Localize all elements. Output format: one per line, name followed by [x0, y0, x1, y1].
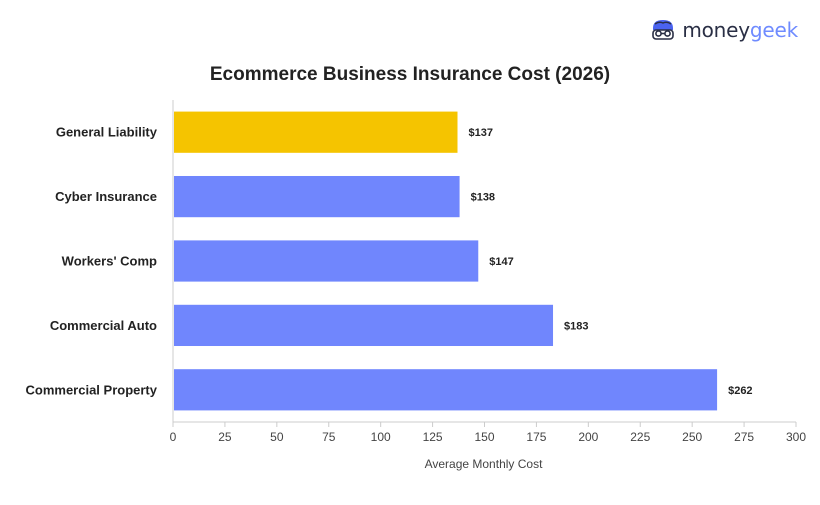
x-axis-title: Average Monthly Cost	[425, 457, 544, 471]
x-tick-label: 50	[270, 430, 284, 444]
category-label: General Liability	[56, 125, 158, 140]
chart-title: Ecommerce Business Insurance Cost (2026)	[210, 64, 610, 85]
brand-logo: moneygeek	[650, 18, 798, 42]
brand-name-part2: geek	[749, 18, 798, 42]
bar	[174, 304, 554, 347]
x-tick-label: 100	[371, 430, 391, 444]
bar	[174, 111, 458, 153]
category-label: Workers' Comp	[62, 254, 157, 269]
x-tick-label: 125	[423, 430, 443, 444]
x-tick-label: 150	[474, 430, 494, 444]
bar	[174, 175, 460, 218]
category-label: Commercial Property	[26, 382, 158, 397]
data-label: $147	[489, 256, 513, 268]
data-label: $183	[564, 320, 588, 332]
x-tick-label: 25	[218, 430, 232, 444]
bar	[174, 240, 479, 282]
data-label: $137	[469, 127, 493, 139]
x-tick-label: 175	[526, 430, 546, 444]
x-tick-label: 225	[630, 430, 650, 444]
brand-name-part1: money	[682, 18, 750, 42]
data-label: $138	[471, 192, 495, 204]
x-tick-label: 75	[322, 430, 336, 444]
nerd-face-icon	[652, 20, 675, 40]
x-tick-label: 300	[786, 430, 806, 444]
data-label: $262	[728, 385, 752, 397]
x-tick-label: 275	[734, 430, 754, 444]
category-label: Cyber Insurance	[55, 189, 157, 204]
bar	[174, 369, 718, 411]
x-tick-label: 250	[682, 430, 702, 444]
brand-name: moneygeek	[682, 18, 798, 42]
x-tick-label: 200	[578, 430, 598, 444]
x-tick-label: 0	[170, 430, 177, 444]
category-label: Commercial Auto	[50, 318, 157, 333]
